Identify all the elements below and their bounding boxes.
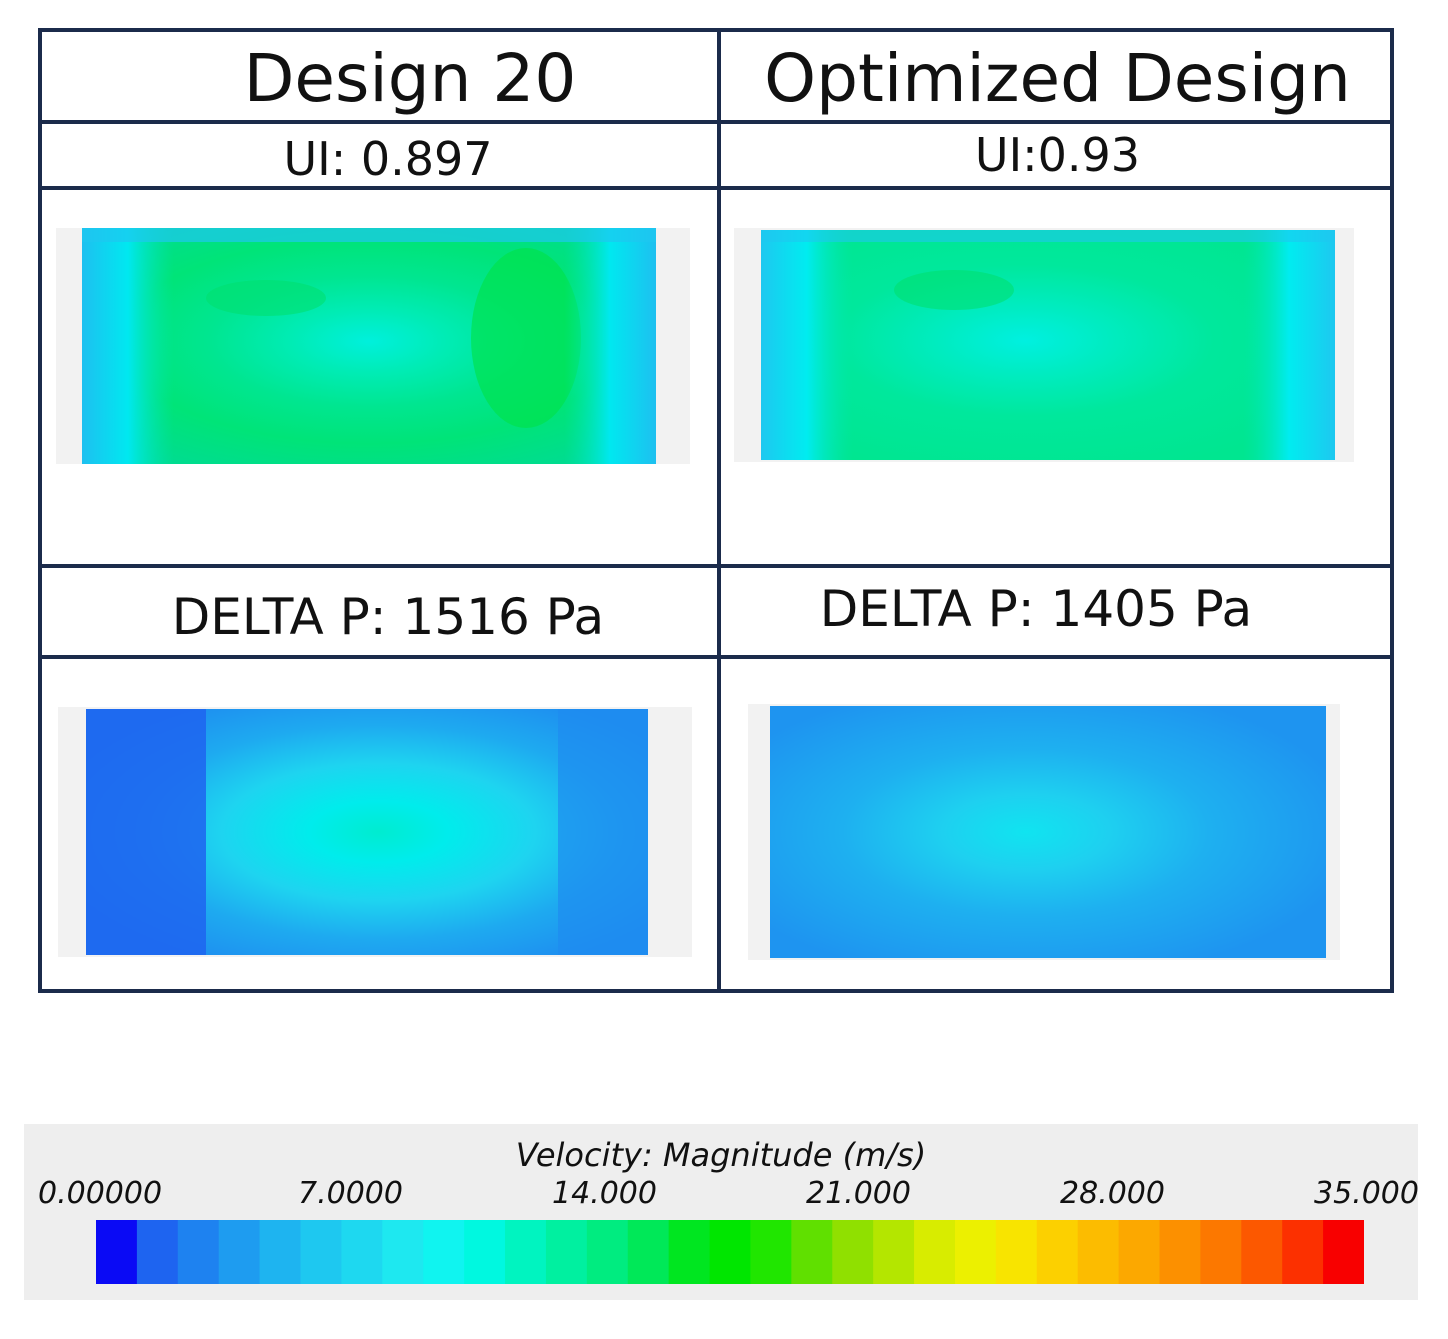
colorbar-swatch	[505, 1220, 547, 1284]
colorbar-swatch	[586, 1220, 629, 1284]
colorbar-swatch	[341, 1220, 383, 1284]
colorbar-swatch	[136, 1220, 179, 1284]
design-20-title: Design 20	[243, 40, 577, 117]
colorbar-swatch	[873, 1220, 915, 1284]
row-divider	[38, 655, 1394, 659]
colorbar-swatch	[1323, 1220, 1364, 1284]
colorbar-swatch	[954, 1220, 997, 1284]
legend-tick-label: 28.000	[1060, 1176, 1165, 1211]
colorbar-swatch	[1077, 1220, 1120, 1284]
colorbar-swatch	[300, 1220, 343, 1284]
comparison-table	[38, 28, 1394, 993]
column-divider	[717, 28, 721, 993]
colorbar-swatch	[1282, 1220, 1324, 1284]
design-20-velocity-contour-b	[58, 707, 692, 957]
legend-colorbar	[96, 1220, 1364, 1284]
legend-tick-label: 21.000	[806, 1176, 911, 1211]
row-divider	[38, 120, 1394, 124]
design-20-velocity-contour-a	[56, 228, 690, 464]
velocity-legend: Velocity: Magnitude (m/s) 0.00000 7.0000…	[24, 1124, 1419, 1300]
colorbar-swatch	[423, 1220, 465, 1284]
colorbar-swatch	[750, 1220, 792, 1284]
optimized-design-title: Optimized Design	[764, 40, 1351, 117]
colorbar-swatch	[177, 1220, 220, 1284]
row-divider	[38, 186, 1394, 190]
colorbar-swatch	[1200, 1220, 1242, 1284]
colorbar-swatch	[545, 1220, 588, 1284]
legend-tick-label: 35.000	[1314, 1176, 1419, 1211]
colorbar-swatch	[914, 1220, 956, 1284]
colorbar-swatch	[709, 1220, 752, 1284]
legend-tick-label: 0.00000	[38, 1176, 163, 1211]
row-divider	[38, 564, 1394, 568]
design-20-delta-p: DELTA P: 1516 Pa	[171, 588, 605, 646]
design-20-ui-value: UI: 0.897	[283, 132, 493, 186]
colorbar-swatch	[1036, 1220, 1079, 1284]
colorbar-swatch	[218, 1220, 261, 1284]
colorbar-swatch	[627, 1220, 670, 1284]
optimized-velocity-contour-a	[734, 228, 1354, 462]
optimized-delta-p: DELTA P: 1405 Pa	[819, 580, 1253, 638]
legend-tick-label: 14.000	[552, 1176, 657, 1211]
legend-tick-label: 7.0000	[298, 1176, 403, 1211]
colorbar-swatch	[668, 1220, 711, 1284]
optimized-velocity-contour-b	[748, 704, 1340, 960]
colorbar-swatch	[1241, 1220, 1283, 1284]
colorbar-swatch	[995, 1220, 1038, 1284]
colorbar-swatch	[1159, 1220, 1201, 1284]
colorbar-swatch	[791, 1220, 833, 1284]
colorbar-swatch	[832, 1220, 874, 1284]
colorbar-swatch	[464, 1220, 506, 1284]
colorbar-swatch	[259, 1220, 302, 1284]
colorbar-swatch	[96, 1220, 138, 1284]
colorbar-swatch	[382, 1220, 424, 1284]
colorbar-swatch	[1118, 1220, 1161, 1284]
legend-title: Velocity: Magnitude (m/s)	[515, 1136, 927, 1174]
optimized-ui-value: UI:0.93	[974, 128, 1141, 182]
